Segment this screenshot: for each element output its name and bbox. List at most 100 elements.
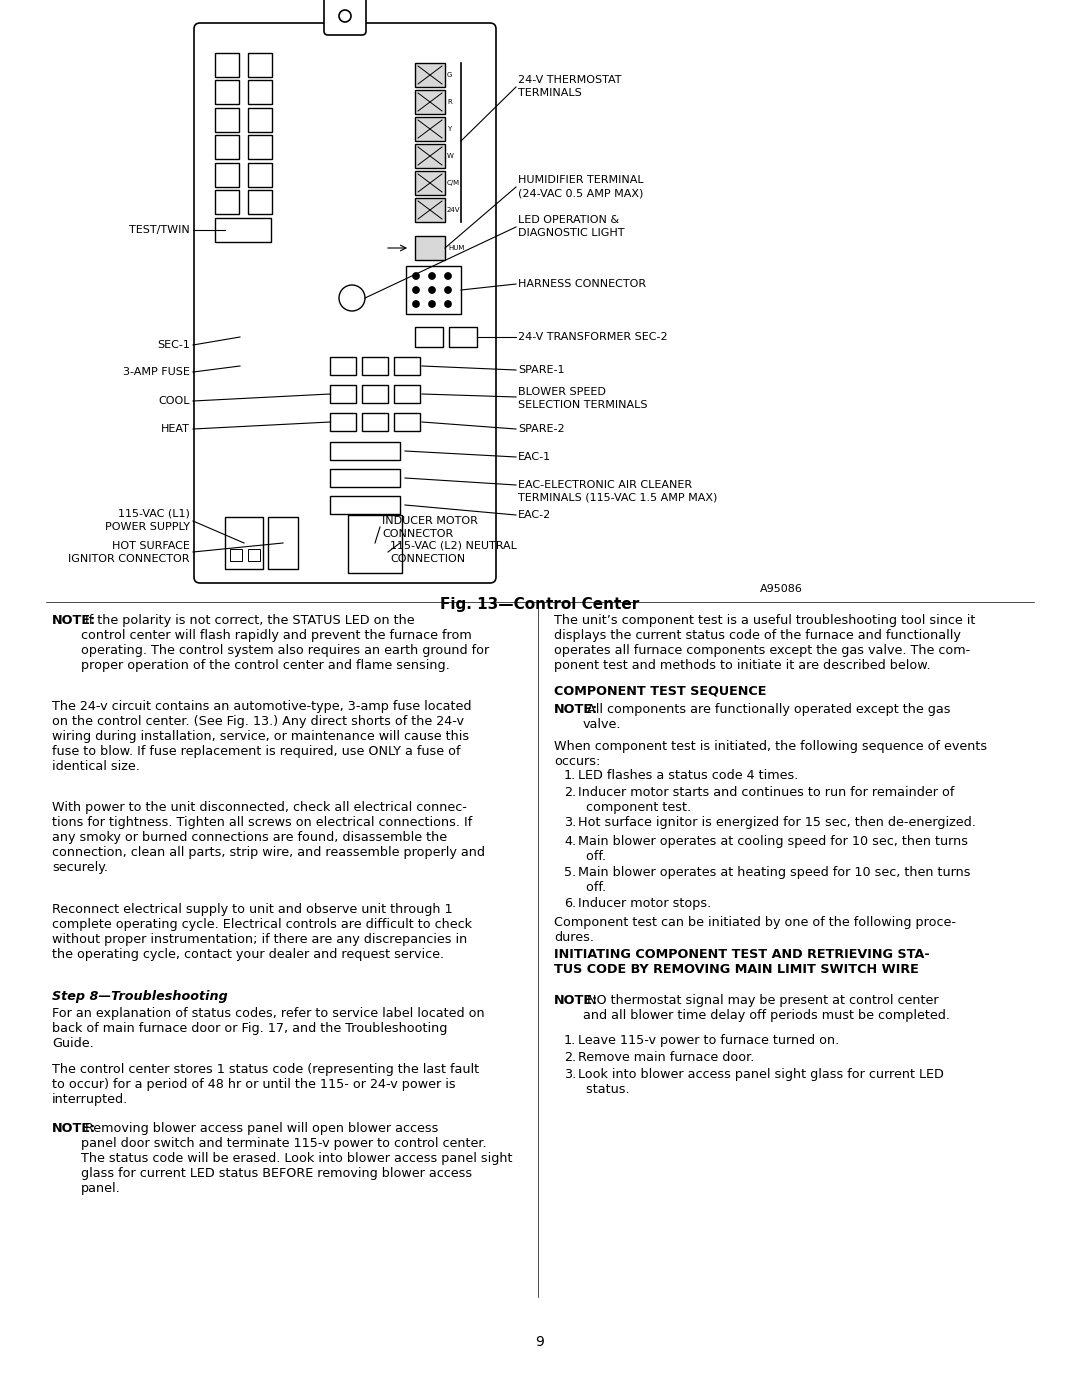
Text: W: W bbox=[447, 154, 454, 159]
Bar bbox=[215, 218, 271, 242]
Circle shape bbox=[429, 272, 435, 279]
Bar bbox=[362, 414, 388, 432]
Text: Hot surface ignitor is energized for 15 sec, then de-energized.: Hot surface ignitor is energized for 15 … bbox=[575, 816, 976, 828]
Text: 24-V TRANSFORMER SEC-2: 24-V TRANSFORMER SEC-2 bbox=[518, 332, 667, 342]
Circle shape bbox=[429, 286, 435, 293]
Bar bbox=[348, 515, 402, 573]
Text: COOL: COOL bbox=[159, 395, 190, 407]
Circle shape bbox=[339, 285, 365, 312]
Bar bbox=[215, 80, 239, 103]
Text: NOTE:: NOTE: bbox=[554, 995, 598, 1007]
Text: G: G bbox=[447, 73, 453, 78]
Text: EAC-2: EAC-2 bbox=[518, 510, 551, 520]
Text: SEC-1: SEC-1 bbox=[157, 339, 190, 351]
Text: EAC-ELECTRONIC AIR CLEANER: EAC-ELECTRONIC AIR CLEANER bbox=[518, 481, 692, 490]
Bar bbox=[248, 108, 272, 131]
Bar bbox=[330, 386, 356, 402]
Bar bbox=[394, 414, 420, 432]
Bar bbox=[330, 414, 356, 432]
Circle shape bbox=[445, 272, 451, 279]
Text: If the polarity is not correct, the STATUS LED on the
control center will flash : If the polarity is not correct, the STAT… bbox=[81, 615, 489, 672]
Text: 115-VAC (L1): 115-VAC (L1) bbox=[118, 509, 190, 520]
Circle shape bbox=[413, 286, 419, 293]
Text: Remove main furnace door.: Remove main furnace door. bbox=[575, 1051, 755, 1065]
Bar bbox=[215, 53, 239, 77]
Text: 24-V THERMOSTAT: 24-V THERMOSTAT bbox=[518, 75, 621, 85]
Bar bbox=[415, 89, 445, 115]
Text: LED OPERATION &: LED OPERATION & bbox=[518, 215, 619, 225]
Text: POWER SUPPLY: POWER SUPPLY bbox=[105, 522, 190, 532]
Text: When component test is initiated, the following sequence of events
occurs:: When component test is initiated, the fo… bbox=[554, 740, 987, 768]
Bar bbox=[215, 190, 239, 214]
Text: (24-VAC 0.5 AMP MAX): (24-VAC 0.5 AMP MAX) bbox=[518, 189, 644, 198]
Text: Leave 115-v power to furnace turned on.: Leave 115-v power to furnace turned on. bbox=[575, 1034, 839, 1046]
Bar bbox=[406, 265, 461, 314]
Bar bbox=[330, 358, 356, 374]
Text: TEST/TWIN: TEST/TWIN bbox=[130, 225, 190, 235]
Text: Fig. 13—Control Center: Fig. 13—Control Center bbox=[441, 597, 639, 612]
Text: Reconnect electrical supply to unit and observe unit through 1
complete operatin: Reconnect electrical supply to unit and … bbox=[52, 902, 472, 961]
Text: NOTE:: NOTE: bbox=[52, 1122, 96, 1134]
Text: 115-VAC (L2) NEUTRAL: 115-VAC (L2) NEUTRAL bbox=[390, 541, 517, 550]
Text: NOTE:: NOTE: bbox=[554, 703, 598, 717]
Text: 9: 9 bbox=[536, 1336, 544, 1350]
Text: Step 8—Troubleshooting: Step 8—Troubleshooting bbox=[52, 990, 228, 1003]
Bar bbox=[415, 117, 445, 141]
Bar bbox=[415, 144, 445, 168]
Text: 4.: 4. bbox=[564, 835, 576, 848]
Circle shape bbox=[339, 10, 351, 22]
Bar bbox=[394, 358, 420, 374]
Bar bbox=[248, 190, 272, 214]
Text: 1.: 1. bbox=[564, 1034, 577, 1046]
Circle shape bbox=[413, 272, 419, 279]
Bar bbox=[330, 469, 400, 488]
Bar bbox=[225, 517, 264, 569]
Text: TERMINALS: TERMINALS bbox=[518, 88, 582, 98]
Text: SPARE-2: SPARE-2 bbox=[518, 425, 565, 434]
Text: Y: Y bbox=[447, 126, 451, 131]
Text: DIAGNOSTIC LIGHT: DIAGNOSTIC LIGHT bbox=[518, 228, 624, 237]
Bar bbox=[268, 517, 298, 569]
Text: BLOWER SPEED: BLOWER SPEED bbox=[518, 387, 606, 397]
Circle shape bbox=[413, 300, 419, 307]
Bar bbox=[330, 441, 400, 460]
Bar bbox=[248, 549, 260, 562]
Text: NOTE:: NOTE: bbox=[52, 615, 96, 627]
Text: Look into blower access panel sight glass for current LED
   status.: Look into blower access panel sight glas… bbox=[575, 1067, 944, 1097]
Text: 1.: 1. bbox=[564, 768, 577, 782]
Text: CONNECTION: CONNECTION bbox=[390, 555, 465, 564]
Text: Main blower operates at heating speed for 10 sec, then turns
   off.: Main blower operates at heating speed fo… bbox=[575, 866, 971, 894]
Text: COMPONENT TEST SEQUENCE: COMPONENT TEST SEQUENCE bbox=[554, 685, 767, 698]
Text: 3.: 3. bbox=[564, 1067, 577, 1081]
Bar bbox=[415, 170, 445, 196]
Bar bbox=[215, 136, 239, 159]
Text: HOT SURFACE: HOT SURFACE bbox=[112, 541, 190, 550]
FancyBboxPatch shape bbox=[324, 0, 366, 35]
Text: CONNECTOR: CONNECTOR bbox=[382, 529, 454, 539]
Text: HEAT: HEAT bbox=[161, 425, 190, 434]
Bar bbox=[248, 80, 272, 103]
Text: TERMINALS (115-VAC 1.5 AMP MAX): TERMINALS (115-VAC 1.5 AMP MAX) bbox=[518, 493, 717, 503]
Text: SELECTION TERMINALS: SELECTION TERMINALS bbox=[518, 400, 648, 409]
Text: IGNITOR CONNECTOR: IGNITOR CONNECTOR bbox=[68, 555, 190, 564]
Bar bbox=[215, 163, 239, 187]
Text: With power to the unit disconnected, check all electrical connec-
tions for tigh: With power to the unit disconnected, che… bbox=[52, 800, 485, 875]
Text: 3-AMP FUSE: 3-AMP FUSE bbox=[123, 367, 190, 377]
Bar bbox=[415, 198, 445, 222]
Bar bbox=[362, 358, 388, 374]
Text: HUMIDIFIER TERMINAL: HUMIDIFIER TERMINAL bbox=[518, 175, 644, 184]
Text: C/M: C/M bbox=[447, 180, 460, 186]
Text: NO thermostat signal may be present at control center
and all blower time delay : NO thermostat signal may be present at c… bbox=[583, 995, 950, 1023]
Text: The unit’s component test is a useful troubleshooting tool since it
displays the: The unit’s component test is a useful tr… bbox=[554, 615, 975, 672]
Text: 24V: 24V bbox=[447, 207, 460, 212]
Text: INDUCER MOTOR: INDUCER MOTOR bbox=[382, 515, 477, 527]
Bar bbox=[415, 63, 445, 87]
Text: LED flashes a status code 4 times.: LED flashes a status code 4 times. bbox=[575, 768, 799, 782]
Bar bbox=[248, 53, 272, 77]
Bar bbox=[415, 236, 445, 260]
Text: HUM: HUM bbox=[448, 244, 464, 251]
Bar bbox=[248, 136, 272, 159]
Text: 2.: 2. bbox=[564, 787, 576, 799]
Text: R: R bbox=[447, 99, 451, 105]
Text: EAC-1: EAC-1 bbox=[518, 453, 551, 462]
